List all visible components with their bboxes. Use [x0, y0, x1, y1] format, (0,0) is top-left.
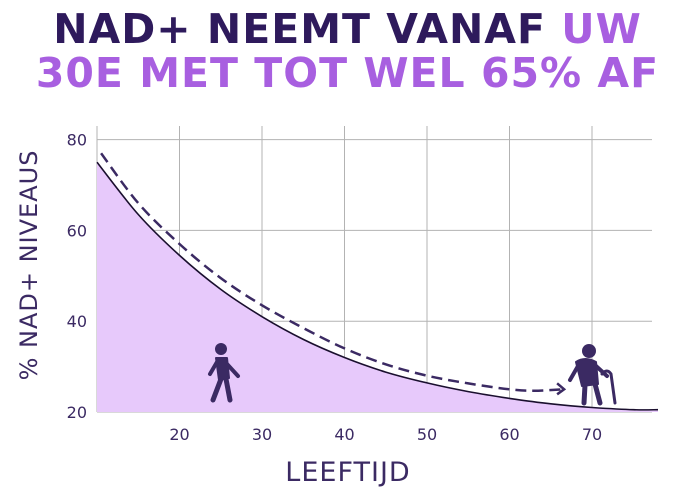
- x-tick-label: 50: [417, 425, 437, 444]
- y-axis-label: % NAD+ NIVEAUS: [15, 150, 43, 381]
- nad-area-fill: [97, 162, 658, 412]
- x-tick-label: 20: [169, 425, 189, 444]
- y-axis-ticks: 20 40 60 80: [67, 131, 87, 422]
- elderly-person-with-cane-icon: [568, 344, 617, 406]
- y-tick-label: 60: [67, 221, 87, 240]
- chart-title-line-1: NAD+ NEEMT VANAF UW: [0, 6, 695, 52]
- x-tick-label: 30: [252, 425, 272, 444]
- y-tick-label: 40: [67, 312, 87, 331]
- dashed-arrow-head: [556, 382, 567, 396]
- x-axis-ticks: 20 30 40 50 60 70: [169, 425, 602, 444]
- y-tick-label: 80: [67, 131, 87, 150]
- title-dark-part: NAD+ NEEMT VANAF: [53, 5, 562, 53]
- y-tick-label: 20: [67, 403, 87, 422]
- x-axis-label: LEEFTIJD: [285, 457, 410, 488]
- dashed-trend-arrow: [100, 152, 564, 392]
- x-tick-label: 70: [582, 425, 602, 444]
- chart-title-line-2: 30E MET TOT WEL 65% AF: [35, 49, 660, 97]
- title-accent-part: UW: [561, 5, 642, 53]
- x-tick-label: 40: [334, 425, 354, 444]
- nad-decline-line: [96, 161, 659, 411]
- x-tick-label: 60: [499, 425, 519, 444]
- walking-person-icon: [208, 343, 240, 403]
